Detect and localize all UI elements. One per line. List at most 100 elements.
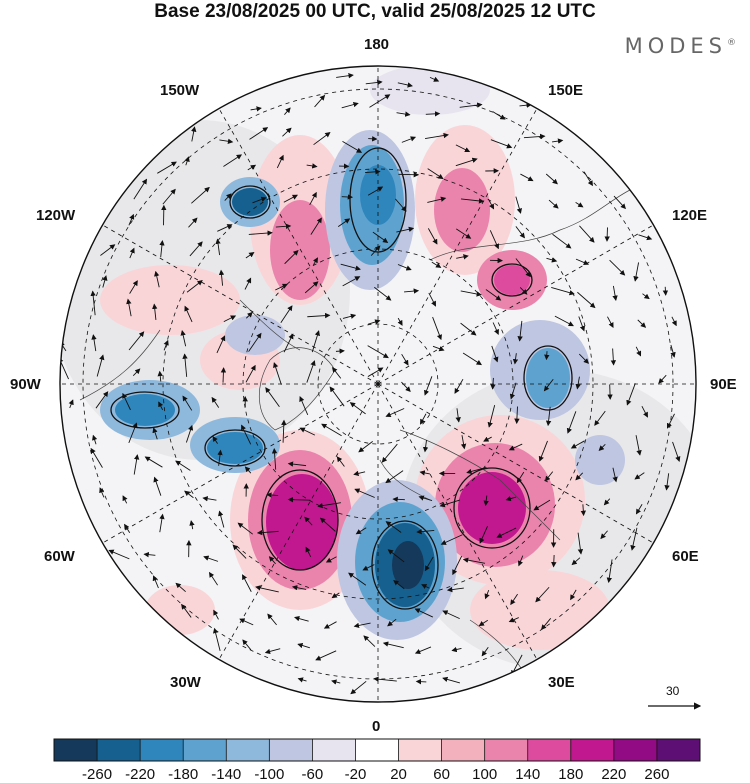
wind-arrow <box>578 353 590 364</box>
wind-arrow <box>637 319 647 328</box>
wind-arrow <box>90 447 103 468</box>
wind-arrow <box>387 549 405 563</box>
wind-arrow <box>466 466 487 475</box>
wind-arrow <box>128 422 138 444</box>
wind-arrow <box>95 391 109 409</box>
lon-label-120e: 120E <box>672 207 708 224</box>
colorbar-tick-label: -140 <box>211 766 242 783</box>
wind-arrow <box>219 138 234 144</box>
wind-arrow <box>575 472 584 481</box>
wind-arrow <box>163 339 169 351</box>
wind-arrow <box>485 289 502 301</box>
wind-arrow <box>577 291 596 309</box>
wind-arrow <box>546 257 558 263</box>
wind-arrow <box>519 287 528 295</box>
wind-arrow <box>396 226 415 233</box>
wind-arrow <box>299 396 309 416</box>
wind-arrow <box>311 330 320 353</box>
wind-arrow <box>143 551 156 558</box>
wind-arrow <box>218 510 225 528</box>
wind-arrow <box>247 164 257 171</box>
wind-arrow <box>188 217 198 228</box>
wind-arrow <box>239 618 254 626</box>
wind-arrow <box>575 258 590 266</box>
wind-arrow <box>571 557 581 566</box>
colorbar <box>53 738 701 762</box>
lon-label-180: 180 <box>364 36 390 53</box>
wind-arrow <box>186 280 203 293</box>
wind-arrow <box>533 499 551 511</box>
wind-arrow <box>387 618 397 627</box>
wind-arrow <box>340 263 361 271</box>
wind-arrow <box>217 224 233 232</box>
wind-arrow <box>419 470 430 476</box>
graticule <box>60 66 696 702</box>
colorbar-tick-label: -180 <box>168 766 199 783</box>
colorbar-swatch <box>97 739 141 761</box>
wind-arrow <box>265 387 280 408</box>
wind-arrow <box>267 613 277 626</box>
colorbar-swatch <box>140 739 184 761</box>
wind-arrow <box>128 331 145 351</box>
wind-arrow <box>175 582 186 593</box>
wind-arrow <box>420 413 427 425</box>
colorbar-tick-label: -60 <box>301 766 324 783</box>
wind-arrow <box>212 435 218 444</box>
wind-arrow <box>367 367 384 377</box>
wind-arrow <box>212 627 221 651</box>
wind-arrow <box>365 169 381 175</box>
wind-arrow <box>429 76 440 82</box>
wind-arrow <box>369 94 391 108</box>
wind-arrow <box>332 366 342 379</box>
wind-arrow <box>202 496 217 502</box>
wind-arrow <box>241 424 252 445</box>
wind-arrow <box>287 496 311 503</box>
wind-arrow <box>294 615 309 622</box>
wind-arrow <box>367 186 384 196</box>
wind-arrow <box>154 270 160 288</box>
lon-label-0: 0 <box>372 718 381 735</box>
wind-arrow <box>396 111 411 117</box>
lon-label-60e: 60E <box>672 548 699 565</box>
colorbar-swatch <box>570 739 615 761</box>
wind-arrow <box>224 193 232 201</box>
meridian-line <box>102 224 379 385</box>
wind-arrow <box>159 239 165 258</box>
wind-arrow <box>424 376 433 396</box>
wind-arrow <box>552 138 564 144</box>
wind-arrow <box>520 173 534 182</box>
wind-arrow <box>208 571 218 586</box>
wind-arrow <box>523 133 546 140</box>
wind-arrow <box>508 443 523 451</box>
wind-arrow <box>382 641 404 649</box>
wind-arrow <box>304 516 313 526</box>
wind-arrow <box>159 513 165 533</box>
wind-arrow <box>336 73 354 79</box>
wind-arrow <box>607 316 614 329</box>
wind-arrow <box>337 218 351 227</box>
wind-arrow <box>548 199 559 209</box>
wind-arrow <box>577 532 584 555</box>
wind-arrow <box>554 315 574 327</box>
wind-arrow <box>321 423 342 437</box>
wind-arrow <box>575 376 581 390</box>
wind-arrow <box>570 440 585 449</box>
wind-arrow <box>401 353 409 366</box>
wind-arrow <box>280 305 293 323</box>
wind-arrow <box>367 345 389 359</box>
lon-label-90w: 90W <box>10 376 41 393</box>
colorbar-tick-label: 180 <box>558 766 584 783</box>
wind-arrow <box>129 280 138 294</box>
wind-arrow <box>184 156 190 166</box>
wind-arrow <box>662 286 669 296</box>
wind-arrow <box>90 290 96 316</box>
wind-arrow <box>603 498 611 506</box>
colorbar-tick-label: -260 <box>82 766 113 783</box>
wind-arrow <box>336 456 345 467</box>
wind-arrow <box>432 316 442 341</box>
wind-arrow <box>454 378 464 394</box>
wind-arrow <box>404 288 420 294</box>
meridian-line <box>218 108 379 385</box>
colorbar-swatch <box>54 739 98 761</box>
